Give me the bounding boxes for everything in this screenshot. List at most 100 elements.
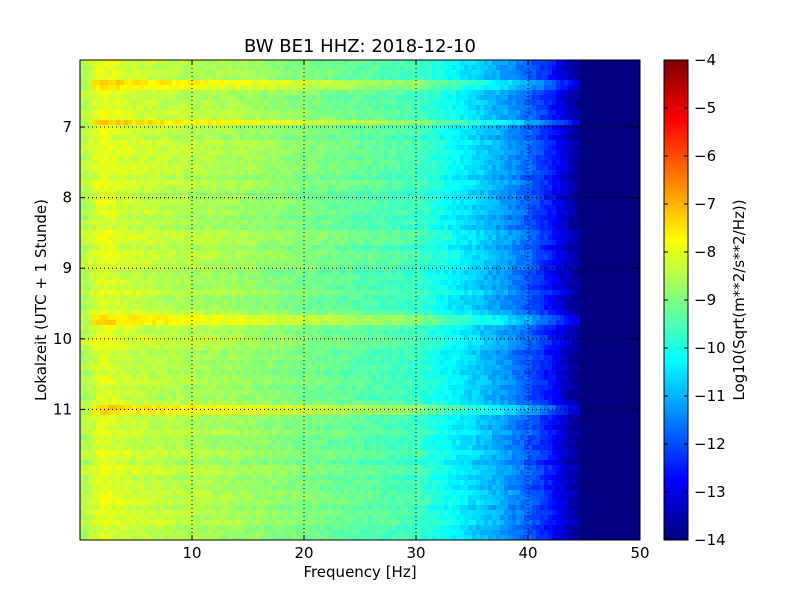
heatmap-cell — [488, 120, 493, 126]
heatmap-cell — [96, 215, 101, 221]
heatmap-cell — [608, 85, 613, 91]
heatmap-cell — [492, 80, 497, 86]
heatmap-cell — [636, 75, 640, 81]
heatmap-cell — [532, 95, 537, 101]
heatmap-cell — [208, 100, 213, 106]
heatmap-cell — [168, 120, 173, 126]
heatmap-cell — [268, 155, 273, 161]
heatmap-cell — [356, 155, 361, 161]
heatmap-cell — [412, 220, 417, 226]
heatmap-cell — [136, 225, 141, 231]
heatmap-cell — [528, 150, 533, 156]
heatmap-cell — [120, 235, 125, 241]
heatmap-cell — [436, 70, 441, 76]
heatmap-cell — [400, 115, 405, 121]
heatmap-cell — [216, 90, 221, 96]
heatmap-cell — [176, 165, 181, 171]
heatmap-cell — [188, 235, 193, 241]
heatmap-cell — [92, 195, 97, 201]
heatmap-cell — [424, 230, 429, 236]
heatmap-cell — [164, 120, 169, 126]
heatmap-cell — [316, 185, 321, 191]
heatmap-cell — [264, 140, 269, 146]
heatmap-cell — [156, 180, 161, 186]
heatmap-cell — [564, 180, 569, 186]
heatmap-cell — [480, 225, 485, 231]
heatmap-cell — [496, 95, 501, 101]
heatmap-cell — [296, 80, 301, 86]
heatmap-cell — [496, 145, 501, 151]
heatmap-cell — [572, 125, 577, 131]
heatmap-cell — [320, 120, 325, 126]
heatmap-cell — [136, 220, 141, 226]
heatmap-cell — [272, 125, 277, 131]
heatmap-cell — [588, 155, 593, 161]
heatmap-cell — [112, 165, 117, 171]
heatmap-cell — [92, 185, 97, 191]
heatmap-cell — [116, 215, 121, 221]
heatmap-cell — [88, 85, 93, 91]
heatmap-cell — [428, 60, 433, 66]
heatmap-cell — [356, 220, 361, 226]
heatmap-cell — [572, 90, 577, 96]
heatmap-cell — [340, 220, 345, 226]
heatmap-cell — [196, 225, 201, 231]
heatmap-cell — [248, 150, 253, 156]
heatmap-cell — [232, 210, 237, 216]
heatmap-cell — [352, 60, 357, 66]
heatmap-cell — [636, 170, 640, 176]
heatmap-cell — [524, 125, 529, 131]
heatmap-cell — [560, 140, 565, 146]
heatmap-cell — [448, 210, 453, 216]
heatmap-cell — [352, 75, 357, 81]
heatmap-cell — [272, 175, 277, 181]
heatmap-cell — [620, 130, 625, 136]
heatmap-cell — [236, 220, 241, 226]
heatmap-cell — [108, 95, 113, 101]
heatmap-cell — [220, 210, 225, 216]
heatmap-cell — [564, 145, 569, 151]
heatmap-cell — [584, 195, 589, 201]
heatmap-cell — [156, 190, 161, 196]
heatmap-cell — [568, 150, 573, 156]
heatmap-cell — [304, 120, 309, 126]
heatmap-cell — [112, 235, 117, 241]
heatmap-cell — [376, 160, 381, 166]
heatmap-cell — [320, 135, 325, 141]
heatmap-cell — [96, 210, 101, 216]
heatmap-cell — [388, 135, 393, 141]
heatmap-cell — [80, 105, 85, 111]
heatmap-cell — [540, 75, 545, 81]
heatmap-cell — [548, 120, 553, 126]
heatmap-cell — [412, 65, 417, 71]
heatmap-cell — [468, 205, 473, 211]
heatmap-cell — [92, 135, 97, 141]
heatmap-cell — [152, 100, 157, 106]
heatmap-cell — [244, 230, 249, 236]
heatmap-cell — [188, 195, 193, 201]
heatmap-cell — [432, 165, 437, 171]
heatmap-cell — [504, 175, 509, 181]
heatmap-cell — [508, 75, 513, 81]
heatmap-cell — [116, 160, 121, 166]
heatmap-cell — [556, 95, 561, 101]
heatmap-cell — [352, 235, 357, 241]
heatmap-cell — [380, 85, 385, 91]
heatmap-cell — [164, 110, 169, 116]
heatmap-cell — [376, 220, 381, 226]
heatmap-cell — [144, 105, 149, 111]
heatmap-cell — [372, 190, 377, 196]
heatmap-cell — [356, 85, 361, 91]
heatmap-cell — [396, 110, 401, 116]
heatmap-cell — [624, 145, 629, 151]
heatmap-cell — [604, 65, 609, 71]
heatmap-cell — [508, 185, 513, 191]
heatmap-cell — [288, 85, 293, 91]
heatmap-cell — [360, 180, 365, 186]
heatmap-cell — [220, 215, 225, 221]
heatmap-cell — [592, 230, 597, 236]
heatmap-cell — [132, 230, 137, 236]
heatmap-cell — [256, 175, 261, 181]
heatmap-cell — [208, 65, 213, 71]
